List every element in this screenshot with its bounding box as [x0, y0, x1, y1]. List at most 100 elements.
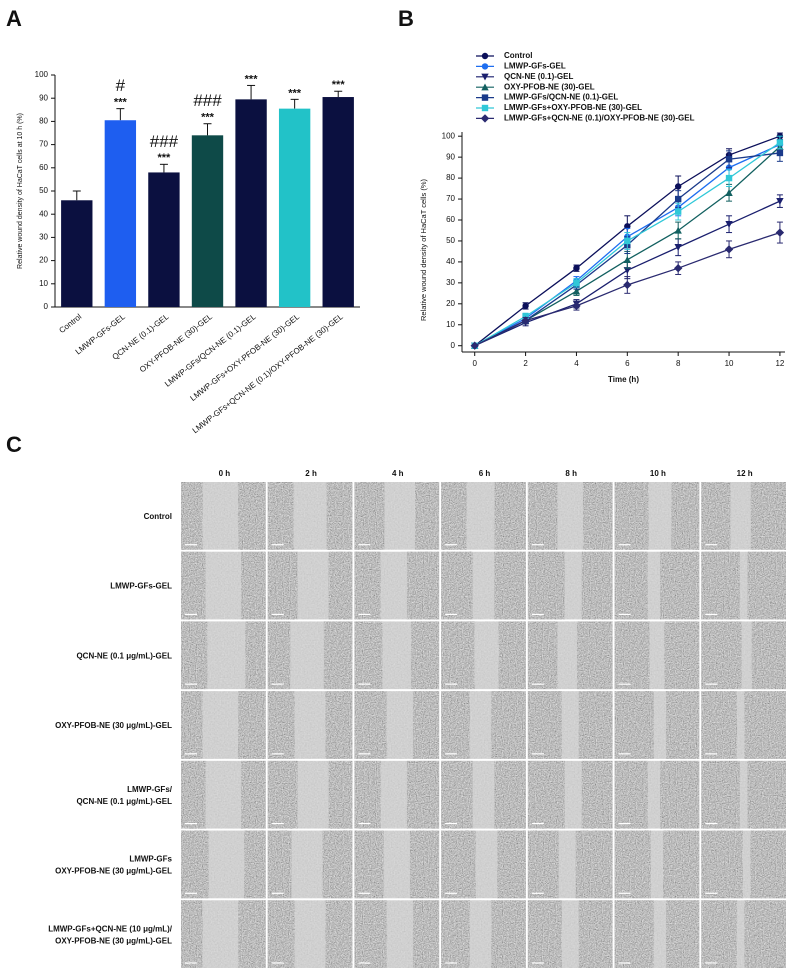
marker: [623, 256, 632, 264]
x-tick-label: 0: [472, 359, 477, 368]
legend-marker: [481, 83, 489, 91]
marker: [623, 267, 632, 274]
cell-layer: [614, 551, 648, 620]
micrograph: [267, 621, 353, 690]
cell-layer: [614, 760, 648, 829]
micrograph: [441, 691, 526, 759]
cell-layer: [744, 900, 786, 968]
cell-layer: [666, 900, 700, 968]
micrograph: [354, 482, 440, 550]
cell-layer: [354, 551, 381, 620]
x-tick-label: 8: [676, 359, 681, 368]
legend-label: LMWP-GFs+OXY-PFOB-NE (30)-GEL: [504, 103, 642, 112]
x-tick-label: LMWP-GFs+QCN-NE (0.1)/OXY-PFOB-NE (30)-G…: [191, 312, 345, 435]
marker: [725, 156, 733, 163]
micrograph: [614, 830, 700, 899]
cell-layer: [441, 691, 470, 759]
micrograph: [267, 760, 353, 829]
cell-layer: [181, 551, 206, 620]
y-tick-label: 60: [39, 163, 48, 172]
micrograph: [701, 830, 786, 899]
cell-layer: [527, 621, 558, 690]
panel-label: B: [398, 6, 414, 31]
micrograph: [354, 551, 440, 620]
cell-layer: [666, 691, 700, 759]
marker: [573, 264, 580, 272]
micrograph: [354, 760, 440, 829]
panel-label: C: [6, 432, 22, 457]
micrograph: [181, 482, 266, 550]
cell-layer: [412, 691, 440, 759]
micrograph: [701, 621, 786, 690]
cell-layer: [354, 621, 383, 690]
bar: [235, 99, 267, 307]
cell-layer: [244, 830, 266, 899]
cell-layer: [744, 691, 786, 759]
micrograph: [441, 621, 526, 690]
x-tick-label: OXY-PFOB-NE (30)-GEL: [138, 312, 215, 375]
marker: [776, 197, 784, 205]
cell-layer: [497, 830, 526, 899]
cell-layer: [575, 830, 613, 899]
cell-layer: [576, 621, 613, 690]
cell-layer: [354, 830, 384, 899]
cell-layer: [441, 900, 470, 968]
cell-layer: [581, 551, 613, 620]
cell-layer: [701, 830, 743, 899]
cell-layer: [614, 900, 654, 968]
marker: [674, 208, 682, 215]
legend-label: OXY-PFOB-NE (30)-GEL: [504, 82, 595, 91]
cell-layer: [409, 830, 440, 899]
cell-layer: [527, 760, 565, 829]
cell-layer: [354, 760, 381, 829]
row-label: LMWP-GFs+QCN-NE (10 μg/mL)/: [48, 924, 173, 933]
micrograph: [701, 482, 786, 550]
cell-layer: [614, 621, 650, 690]
micrograph: [181, 830, 266, 899]
row-label: LMWP-GFs: [129, 855, 172, 864]
cell-layer: [406, 760, 440, 829]
y-axis-label: Relative wound density of HaCaT cells at…: [17, 113, 24, 269]
column-header: 2 h: [305, 469, 317, 478]
cell-layer: [660, 760, 700, 829]
legend-marker: [481, 104, 489, 112]
y-tick-label: 10: [39, 279, 48, 288]
micrograph: [701, 760, 786, 829]
column-header: 10 h: [650, 469, 666, 478]
marker: [725, 174, 733, 182]
cell-layer: [663, 830, 700, 899]
cell-layer: [441, 551, 473, 620]
cell-layer: [267, 900, 295, 968]
row-label: Control: [144, 512, 172, 521]
significance-label: ***: [332, 79, 346, 91]
micrograph: [267, 900, 353, 968]
cell-layer: [415, 482, 440, 550]
micrograph: [354, 691, 440, 759]
cell-layer: [494, 760, 526, 829]
row-label: QCN-NE (0.1 μg/mL)-GEL: [76, 797, 172, 806]
micrograph: [527, 760, 613, 829]
micrograph: [701, 900, 786, 968]
cell-layer: [238, 900, 266, 968]
marker: [522, 302, 529, 310]
y-tick-label: 100: [442, 131, 456, 140]
cell-layer: [181, 830, 209, 899]
cell-layer: [328, 551, 353, 620]
cell-layer: [750, 482, 786, 550]
y-tick-label: 60: [446, 215, 455, 224]
x-tick-label: 12: [775, 359, 784, 368]
cell-layer: [354, 482, 385, 550]
cell-layer: [701, 691, 737, 759]
column-header: 6 h: [479, 469, 491, 478]
micrograph: [354, 621, 440, 690]
marker: [470, 341, 479, 350]
y-tick-label: 0: [44, 302, 49, 311]
x-tick-label: 2: [523, 359, 528, 368]
marker: [725, 220, 733, 228]
bar: [191, 135, 224, 307]
micrograph: [527, 482, 613, 550]
micrograph: [527, 691, 613, 759]
micrograph: [267, 830, 353, 899]
cell-layer: [751, 621, 786, 690]
